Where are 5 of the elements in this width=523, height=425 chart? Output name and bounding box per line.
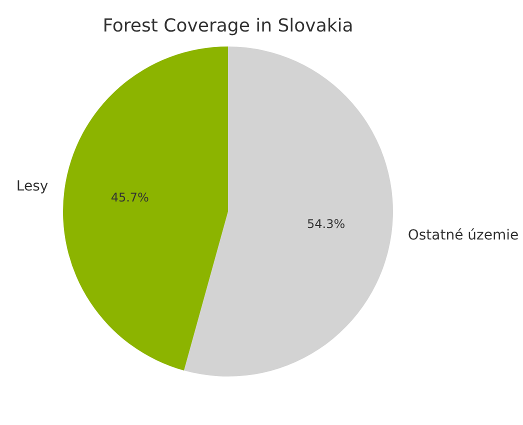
data-label: 54.3% [307, 216, 346, 231]
slice-label: Lesy [16, 178, 48, 195]
slice-label: Ostatné územie [408, 228, 519, 244]
data-label: 45.7% [110, 190, 149, 204]
chart-title: Forest Coverage in Slovakia [102, 16, 354, 37]
